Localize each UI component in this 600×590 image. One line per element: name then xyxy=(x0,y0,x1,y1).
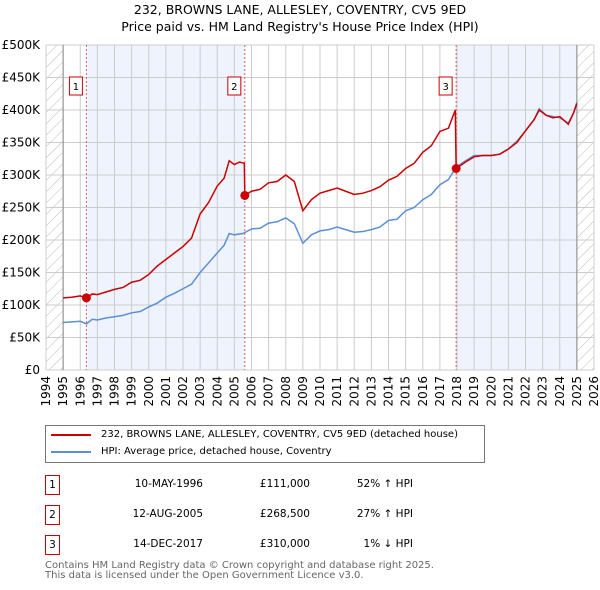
sale-number: 3 xyxy=(45,535,60,555)
x-tick-label: 2020 xyxy=(484,376,498,407)
y-tick-label: £400K xyxy=(2,103,42,117)
sale-hpi-diff: 1% ↓ HPI xyxy=(363,538,413,550)
x-tick-label: 2012 xyxy=(347,376,361,407)
x-tick-label: 1997 xyxy=(90,376,104,407)
sale-hpi-diff: 27% ↑ HPI xyxy=(356,508,413,520)
x-tick-label: 2018 xyxy=(450,376,464,407)
chart-subtitle: Price paid vs. HM Land Registry's House … xyxy=(121,19,479,34)
legend-label-property: 232, BROWNS LANE, ALLESLEY, COVENTRY, CV… xyxy=(101,429,458,440)
x-tick-label: 2004 xyxy=(210,376,224,407)
sale-label-box xyxy=(227,76,242,96)
sale-label-box xyxy=(68,76,83,96)
y-tick-label: £200K xyxy=(2,233,42,247)
x-tick-label: 1996 xyxy=(73,376,87,407)
y-tick-label: £0 xyxy=(25,363,40,377)
x-tick-label: 2026 xyxy=(587,376,600,407)
x-tick-label: 2009 xyxy=(296,376,310,407)
sale-hpi-diff: 52% ↑ HPI xyxy=(356,478,413,490)
sale-point xyxy=(240,190,250,200)
legend-label-hpi: HPI: Average price, detached house, Cove… xyxy=(101,446,332,457)
x-tick-label: 2014 xyxy=(382,376,396,407)
property-price-line xyxy=(63,103,578,299)
x-tick-label: 2010 xyxy=(313,376,327,407)
sale-date: 12-AUG-2005 xyxy=(132,508,203,520)
x-tick-label: 2006 xyxy=(245,376,259,407)
legend: 232, BROWNS LANE, ALLESLEY, COVENTRY, CV… xyxy=(45,425,485,463)
legend-swatch-property xyxy=(51,433,91,436)
sale-label: 3 xyxy=(442,82,448,93)
x-tick-label: 2001 xyxy=(159,376,173,407)
sale-price: £268,500 xyxy=(259,508,310,520)
x-tick-label: 2025 xyxy=(570,376,584,407)
x-tick-label: 2000 xyxy=(142,376,156,407)
sale-price: £310,000 xyxy=(259,538,310,550)
x-tick-label: 1994 xyxy=(39,376,53,407)
sale-point xyxy=(451,164,461,173)
x-tick-label: 2024 xyxy=(553,376,567,407)
footer-licence: This data is licensed under the Open Gov… xyxy=(45,570,364,581)
chart-title: 232, BROWNS LANE, ALLESLEY, COVENTRY, CV… xyxy=(133,2,467,17)
x-tick-label: 2007 xyxy=(262,376,276,407)
sale-price: £111,000 xyxy=(259,478,310,490)
footer: Contains HM Land Registry data © Crown c… xyxy=(45,561,434,581)
sale-point xyxy=(81,293,91,303)
sale-label: 2 xyxy=(231,82,237,93)
y-tick-label: £100K xyxy=(2,298,42,312)
sale-number: 1 xyxy=(45,475,60,495)
x-tick-label: 2002 xyxy=(176,376,190,407)
y-tick-label: £500K xyxy=(2,38,42,52)
y-tick-label: £150K xyxy=(2,266,42,280)
chart-plot: £0 £50K £100K £150K £200K £250K £300K £350K £400… xyxy=(2,38,600,407)
x-tick-label: 1995 xyxy=(56,376,70,407)
x-tick-label: 2011 xyxy=(330,376,344,407)
x-tick-label: 1998 xyxy=(108,376,122,407)
sale-label: 1 xyxy=(73,82,79,93)
sale-date: 10-MAY-1996 xyxy=(134,478,203,490)
sale-label-box xyxy=(438,76,453,96)
x-tick-label: 1999 xyxy=(125,376,139,407)
y-tick-label: £300K xyxy=(2,168,42,182)
x-tick-label: 2021 xyxy=(501,376,515,407)
footer-copyright: Contains HM Land Registry data © Crown c… xyxy=(45,560,434,571)
sale-number: 2 xyxy=(45,505,60,525)
sale-date: 14-DEC-2017 xyxy=(133,538,203,550)
x-tick-label: 2015 xyxy=(399,376,413,407)
x-tick-label: 2022 xyxy=(519,376,533,407)
x-tick-label: 2005 xyxy=(227,376,241,407)
y-tick-label: £250K xyxy=(2,201,42,215)
legend-swatch-hpi xyxy=(51,450,91,453)
y-tick-label: £50K xyxy=(9,331,41,345)
x-tick-label: 2013 xyxy=(364,376,378,407)
y-tick-label: £350K xyxy=(2,136,42,150)
x-tick-label: 2003 xyxy=(193,376,207,407)
y-tick-label: £450K xyxy=(2,71,42,85)
x-tick-label: 2016 xyxy=(416,376,430,407)
x-tick-label: 2019 xyxy=(467,376,481,407)
x-tick-label: 2017 xyxy=(433,376,447,407)
x-tick-label: 2023 xyxy=(536,376,550,407)
x-tick-label: 2008 xyxy=(279,376,293,407)
